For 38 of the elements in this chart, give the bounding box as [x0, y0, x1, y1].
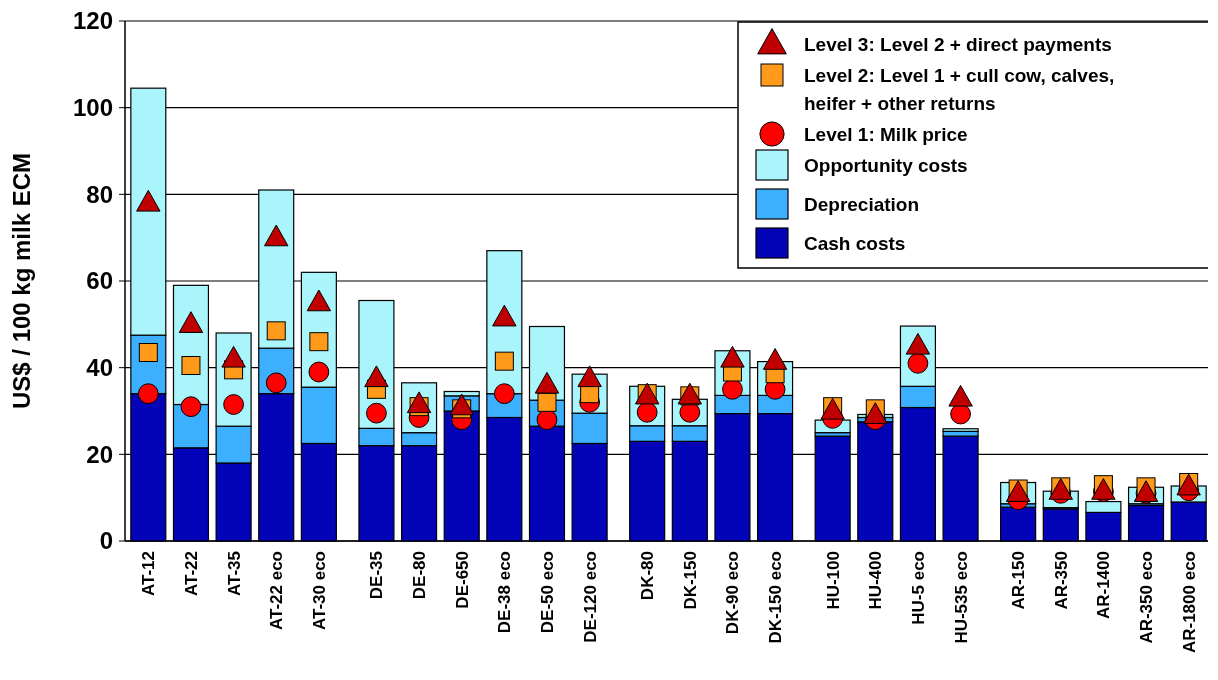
y-tick-label: 100 — [72, 94, 113, 122]
x-tick-label: HU-100 — [823, 551, 843, 610]
x-tick-label: AR-1400 — [1094, 551, 1114, 620]
y-tick-label: 40 — [86, 354, 113, 382]
x-tick-label: AT-22 — [181, 551, 201, 597]
x-tick-label: DK-150 eco — [766, 551, 786, 644]
x-tick-label: DK-90 eco — [723, 551, 743, 635]
y-tick-label: 20 — [86, 440, 113, 468]
legend-label: Level 3: Level 2 + direct payments — [804, 33, 1112, 55]
y-axis-title: US$ / 100 kg milk ECM — [8, 152, 35, 410]
x-tick-label: AR-350 eco — [1136, 551, 1156, 644]
x-tick-label: AR-350 — [1051, 551, 1071, 610]
legend-label: Cash costs — [804, 232, 906, 254]
y-tick-label: 120 — [72, 7, 113, 35]
x-tick-label: AR-150 — [1009, 551, 1029, 610]
y-tick-label: 80 — [86, 180, 113, 208]
x-tick-label: DE-35 — [367, 551, 387, 600]
legend-label: Level 2: Level 1 + cull cow, calves, heifer + other returns — [804, 64, 1115, 114]
x-tick-label: DE-120 eco — [580, 551, 600, 643]
x-tick-label: HU-535 eco — [951, 551, 971, 644]
x-tick-label: DK-80 — [638, 551, 658, 601]
x-tick-label: AT-22 eco — [267, 551, 287, 631]
x-tick-label: DE-50 eco — [537, 551, 557, 634]
x-tick-label: HU-400 — [866, 551, 886, 610]
x-tick-label: DK-150 — [680, 551, 700, 610]
x-tick-label: AT-35 — [224, 551, 244, 597]
x-tick-label: HU-5 eco — [908, 551, 928, 625]
y-tick-label: 0 — [99, 527, 113, 555]
legend-label: Depreciation — [804, 193, 920, 215]
x-tick-label: DE-38 eco — [495, 551, 515, 634]
x-tick-label: AT-12 — [139, 551, 159, 597]
x-tick-label: DE-80 — [410, 551, 430, 600]
x-tick-label: DE-650 — [452, 551, 472, 609]
legend-label: Level 1: Milk price — [804, 123, 968, 145]
x-tick-label: AT-30 eco — [309, 551, 329, 631]
x-tick-label: AR-1800 eco — [1179, 551, 1199, 654]
legend-label: Opportunity costs — [804, 154, 968, 176]
y-tick-label: 60 — [86, 267, 113, 295]
